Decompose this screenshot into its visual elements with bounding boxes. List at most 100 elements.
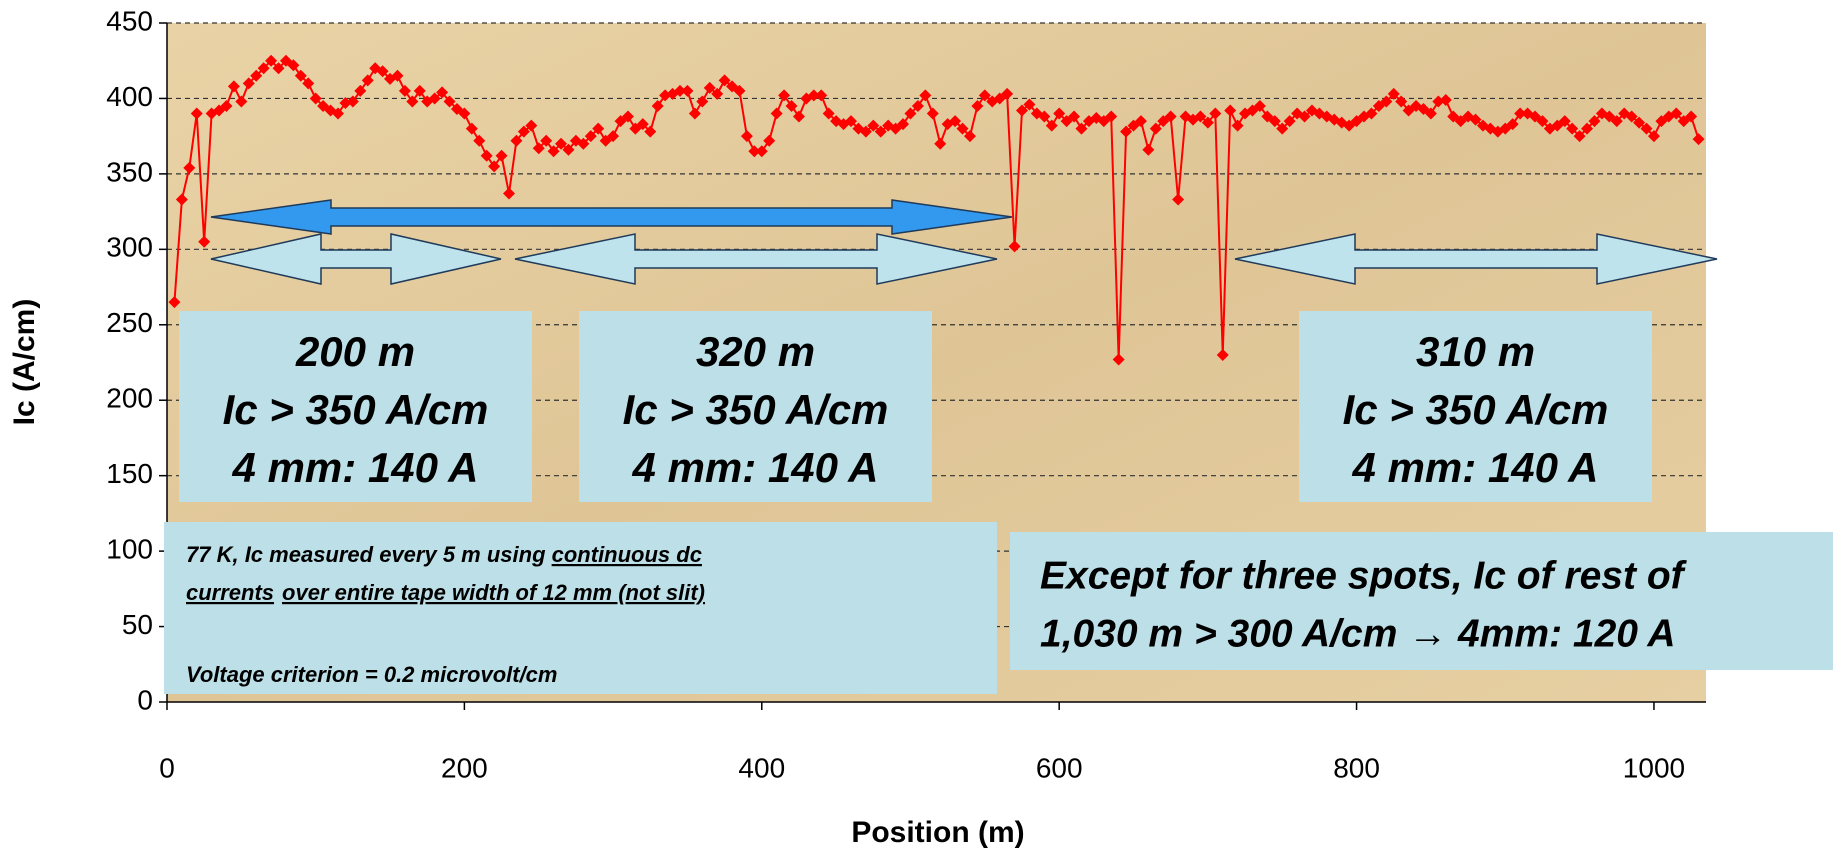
data-point bbox=[562, 143, 575, 156]
annotation-box bbox=[579, 311, 932, 502]
data-point bbox=[257, 62, 270, 75]
data-point bbox=[1224, 104, 1237, 117]
data-point bbox=[332, 107, 344, 120]
data-point bbox=[963, 130, 976, 143]
note-span: Voltage criterion = 0.2 microvolt/cm bbox=[186, 662, 557, 687]
data-point bbox=[183, 161, 196, 174]
data-point bbox=[428, 92, 441, 105]
x-tick-label: 1000 bbox=[1623, 752, 1685, 783]
data-point bbox=[1053, 107, 1066, 120]
data-point bbox=[1134, 115, 1147, 128]
data-point bbox=[934, 137, 947, 150]
data-point bbox=[1276, 122, 1289, 135]
data-point bbox=[859, 125, 872, 138]
data-point bbox=[480, 149, 493, 162]
data-point bbox=[822, 107, 835, 120]
data-point bbox=[763, 134, 776, 147]
y-tick-label: 150 bbox=[106, 458, 153, 489]
data-point bbox=[1075, 122, 1088, 135]
x-axis-title: Position (m) bbox=[851, 816, 1024, 849]
data-point bbox=[1514, 107, 1527, 120]
data-point bbox=[309, 92, 322, 105]
annotation-text: 4 mm: 140 A bbox=[632, 444, 879, 491]
data-point bbox=[1647, 130, 1660, 143]
data-point bbox=[1149, 122, 1162, 135]
data-point bbox=[1424, 107, 1437, 120]
data-point bbox=[1164, 110, 1177, 123]
data-point bbox=[198, 235, 211, 248]
data-point bbox=[1120, 125, 1133, 138]
data-point bbox=[458, 107, 471, 120]
data-point bbox=[1685, 110, 1698, 123]
data-point bbox=[1231, 119, 1244, 132]
y-tick-label: 250 bbox=[106, 307, 153, 338]
data-point bbox=[718, 74, 731, 87]
data-point bbox=[1625, 110, 1638, 123]
data-point bbox=[971, 99, 984, 112]
data-point bbox=[1566, 122, 1579, 135]
data-point bbox=[346, 95, 359, 108]
data-point bbox=[911, 99, 924, 112]
data-point bbox=[755, 145, 768, 158]
y-tick-label: 400 bbox=[106, 81, 153, 112]
note-span: continuous dc bbox=[552, 542, 702, 567]
data-point bbox=[1268, 115, 1281, 128]
y-axis-title: Ic (A/cm) bbox=[8, 299, 41, 426]
x-tick-label: 400 bbox=[738, 752, 785, 783]
data-point bbox=[733, 84, 746, 97]
data-point bbox=[465, 122, 478, 135]
data-point bbox=[525, 119, 538, 132]
data-point bbox=[1558, 115, 1571, 128]
data-point bbox=[1469, 113, 1482, 126]
data-point bbox=[1172, 193, 1185, 206]
data-point bbox=[1670, 107, 1683, 120]
data-point bbox=[1610, 115, 1623, 128]
data-point bbox=[242, 77, 255, 90]
annotation-text: 4 mm: 140 A bbox=[1352, 444, 1599, 491]
data-point bbox=[874, 125, 887, 138]
data-point bbox=[287, 59, 300, 72]
x-tick-label: 800 bbox=[1333, 752, 1380, 783]
note-text: Voltage criterion = 0.2 microvolt/cm bbox=[186, 662, 557, 687]
annotation-text: 200 m bbox=[295, 328, 415, 375]
data-point bbox=[1008, 240, 1021, 253]
data-point bbox=[436, 86, 449, 99]
data-point bbox=[555, 137, 568, 150]
data-point bbox=[1068, 110, 1081, 123]
data-point bbox=[978, 89, 991, 102]
data-point bbox=[1298, 110, 1311, 123]
x-tick-label: 200 bbox=[441, 752, 488, 783]
data-point bbox=[547, 145, 560, 158]
data-point bbox=[815, 89, 828, 102]
data-point bbox=[792, 110, 805, 123]
annotation-box bbox=[1299, 311, 1652, 502]
data-point bbox=[413, 84, 426, 97]
data-point bbox=[807, 89, 820, 102]
data-point bbox=[517, 125, 530, 138]
data-point bbox=[503, 187, 515, 200]
data-point bbox=[1038, 110, 1051, 123]
data-point bbox=[488, 160, 501, 173]
data-point bbox=[540, 134, 553, 147]
data-point bbox=[956, 122, 969, 135]
data-point bbox=[577, 137, 590, 150]
data-point bbox=[354, 84, 367, 97]
data-point bbox=[220, 99, 233, 112]
annotation-box bbox=[179, 311, 532, 502]
data-point bbox=[250, 69, 263, 82]
data-point bbox=[190, 107, 203, 120]
data-point bbox=[770, 107, 783, 120]
data-point bbox=[1365, 107, 1378, 120]
data-point bbox=[1439, 93, 1452, 106]
data-point bbox=[785, 99, 798, 112]
data-point bbox=[406, 95, 419, 108]
data-point bbox=[1506, 118, 1519, 131]
summary-text: 1,030 m > 300 A/cm → 4mm: 120 A bbox=[1040, 612, 1676, 655]
data-point bbox=[510, 134, 523, 147]
data-point bbox=[175, 193, 188, 206]
data-point bbox=[376, 65, 389, 78]
data-point bbox=[1387, 87, 1400, 100]
note-text: 77 K, Ic measured every 5 m using contin… bbox=[186, 542, 702, 567]
data-point bbox=[636, 118, 649, 131]
